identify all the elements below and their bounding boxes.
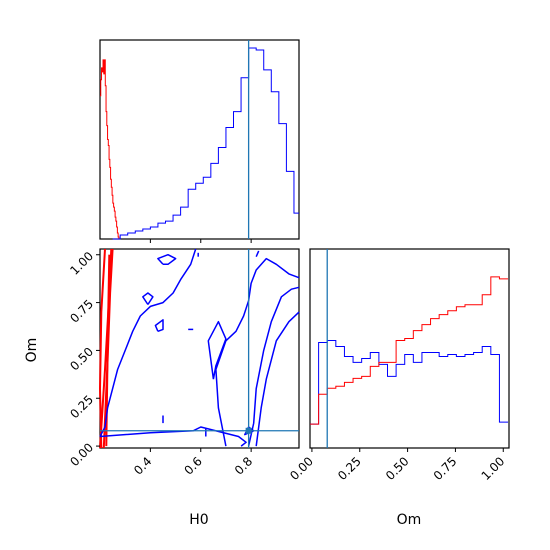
contour-blue-3 bbox=[247, 286, 300, 447]
contour-blue-1 bbox=[99, 426, 247, 447]
contour-blue-6 bbox=[157, 253, 177, 266]
h0-hist-red bbox=[100, 59, 120, 240]
h0-marginal-histograms bbox=[100, 47, 299, 240]
om-hist-blue bbox=[310, 340, 509, 425]
contour-blue-2 bbox=[215, 257, 300, 447]
contour-blue-9 bbox=[207, 320, 227, 380]
x-axis-label-om: Om bbox=[397, 512, 422, 528]
joint-frame bbox=[99, 248, 300, 449]
y-axis-label-om: Om bbox=[24, 338, 40, 363]
om-x-tick-label: 0.75 bbox=[431, 454, 460, 483]
om-y-tick-label: 0.25 bbox=[67, 392, 96, 421]
h0-marginal-frame bbox=[99, 39, 300, 240]
contour-red-1 bbox=[99, 248, 106, 449]
contour-blue-4 bbox=[255, 311, 300, 447]
om-x-tick-label: 1.00 bbox=[479, 454, 508, 483]
contour-blue-5 bbox=[142, 292, 154, 305]
om-y-tick-label: 1.00 bbox=[67, 249, 96, 278]
h0-tick-label: 0.4 bbox=[131, 454, 154, 477]
om-marginal-histograms bbox=[310, 276, 509, 425]
om-y-tick-label: 0.50 bbox=[67, 345, 96, 374]
om-y-tick-label: 0.75 bbox=[67, 297, 96, 326]
h0-tick-label: 0.8 bbox=[232, 454, 255, 477]
h0-hist-blue bbox=[112, 47, 299, 240]
axis-ticks: 0.4 0.6 0.8 0.00 0.25 0.50 0.75 1.00 0.00 0.25 0.5… bbox=[67, 239, 507, 483]
om-hist-red bbox=[310, 276, 509, 425]
contour-blue-14 bbox=[255, 250, 260, 257]
truth-point bbox=[245, 427, 252, 434]
om-marginal-frame bbox=[309, 248, 510, 449]
h0-tick-label: 0.6 bbox=[181, 454, 204, 477]
joint-contours bbox=[99, 248, 300, 449]
x-axis-label-h0: H0 bbox=[189, 512, 208, 528]
contour-blue-0 bbox=[99, 248, 197, 437]
om-x-tick-label: 0.25 bbox=[335, 454, 364, 483]
contour-blue-7 bbox=[154, 319, 164, 333]
truth-lines bbox=[100, 40, 328, 448]
om-x-tick-label: 0.00 bbox=[287, 454, 316, 483]
om-y-tick-label: 0.00 bbox=[67, 440, 96, 469]
om-x-tick-label: 0.50 bbox=[383, 454, 412, 483]
